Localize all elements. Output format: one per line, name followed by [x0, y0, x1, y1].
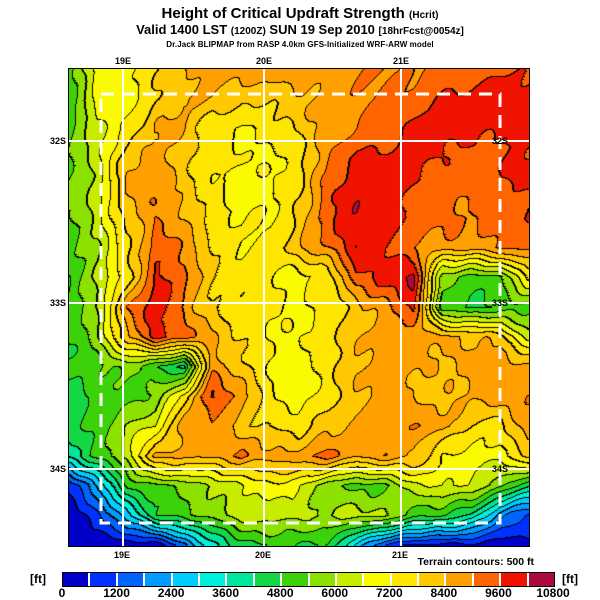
model-credit: Dr.Jack BLIPMAP from RASP 4.0km GFS-Init… [166, 40, 434, 50]
colorbar-tick-8400: 8400 [430, 586, 458, 600]
colorbar-tick-3600: 3600 [212, 586, 240, 600]
colorbar-unit-right: [ft] [562, 572, 578, 586]
page-title: Height of Critical Updraft Strength (Hcr… [0, 5, 600, 22]
colorbar-tick-10800: 10800 [536, 586, 570, 600]
lat-label-right-32S: 32S [492, 135, 509, 146]
lat-label-left-34S: 34S [49, 464, 66, 474]
lat-label-right-33S: 33S [492, 298, 509, 309]
lon-label-bottom-20E: 20E [254, 550, 271, 560]
lon-label-bottom-19E: 19E [113, 550, 131, 560]
lon-label-top-20E: 20E [255, 56, 272, 66]
lon-label-top-19E: 19E [114, 56, 132, 66]
colorbar-segment-11 [364, 573, 390, 586]
title-main: Height of Critical Updraft Strength [161, 5, 405, 22]
colorbar-segment-5 [199, 573, 226, 586]
lat-label-left-32S: 32S [49, 135, 66, 146]
colorbar-tick-6000: 6000 [321, 586, 349, 600]
title-parameter-abbrev: (Hcrit) [409, 10, 439, 21]
colorbar-segment-0 [63, 573, 89, 586]
colorbar-segment-1 [90, 573, 116, 586]
colorbar-tick-4800: 4800 [266, 586, 294, 600]
colorbar-segment-13 [419, 573, 445, 586]
map-area: 19E 20E 21E 32S 32S 33S 33S 34S 34S [50, 56, 530, 547]
colorbar-tick-2400: 2400 [157, 586, 185, 600]
colorbar-segment-3 [145, 573, 171, 586]
terrain-note: Terrain contours: 500 ft [417, 556, 535, 568]
colorbar-segment-15 [473, 573, 500, 586]
valid-date: SUN 19 Sep 2010 [269, 22, 375, 38]
colorbar-segment-9 [309, 573, 335, 586]
colorbar-segment-14 [446, 573, 472, 586]
title-block: Height of Critical Updraft Strength (Hcr… [0, 5, 600, 49]
colorbar-tick-labels: 0 1200 2400 3600 4800 6000 7200 8400 9600 10800 [58, 586, 570, 600]
valid-time-line: Valid 1400 LST (1200Z) SUN 19 Sep 2010 [… [0, 22, 600, 38]
forecast-run-info: [18hrFcst@0054z] [378, 26, 464, 38]
colorbar-tick-0: 0 [58, 586, 66, 600]
colorbar-segment-17 [528, 573, 555, 586]
colorbar-segment-16 [501, 573, 527, 586]
valid-time-utc: (1200Z) [230, 26, 266, 38]
colorbar-segment-4 [172, 573, 198, 586]
colorbar-unit-left: [ft] [30, 572, 46, 586]
colorbar-segment-10 [336, 573, 363, 586]
colorbar [62, 572, 555, 587]
colorbar-tick-7200: 7200 [375, 586, 403, 600]
lat-label-left-33S: 33S [49, 298, 66, 309]
colorbar-segment-6 [227, 573, 253, 586]
colorbar-segment-12 [391, 573, 418, 586]
lat-label-right-34S: 34S [492, 464, 509, 474]
colorbar-tick-1200: 1200 [103, 586, 130, 600]
lon-label-bottom-21E: 21E [391, 550, 408, 560]
colorbar-tick-9600: 9600 [485, 586, 512, 600]
lon-label-top-21E: 21E [392, 56, 409, 66]
colorbar-segment-8 [282, 573, 308, 586]
colorbar-segment-2 [117, 573, 144, 586]
colorbar-segment-7 [254, 573, 281, 586]
map-canvas [69, 69, 529, 546]
valid-time: Valid 1400 LST [136, 22, 228, 38]
